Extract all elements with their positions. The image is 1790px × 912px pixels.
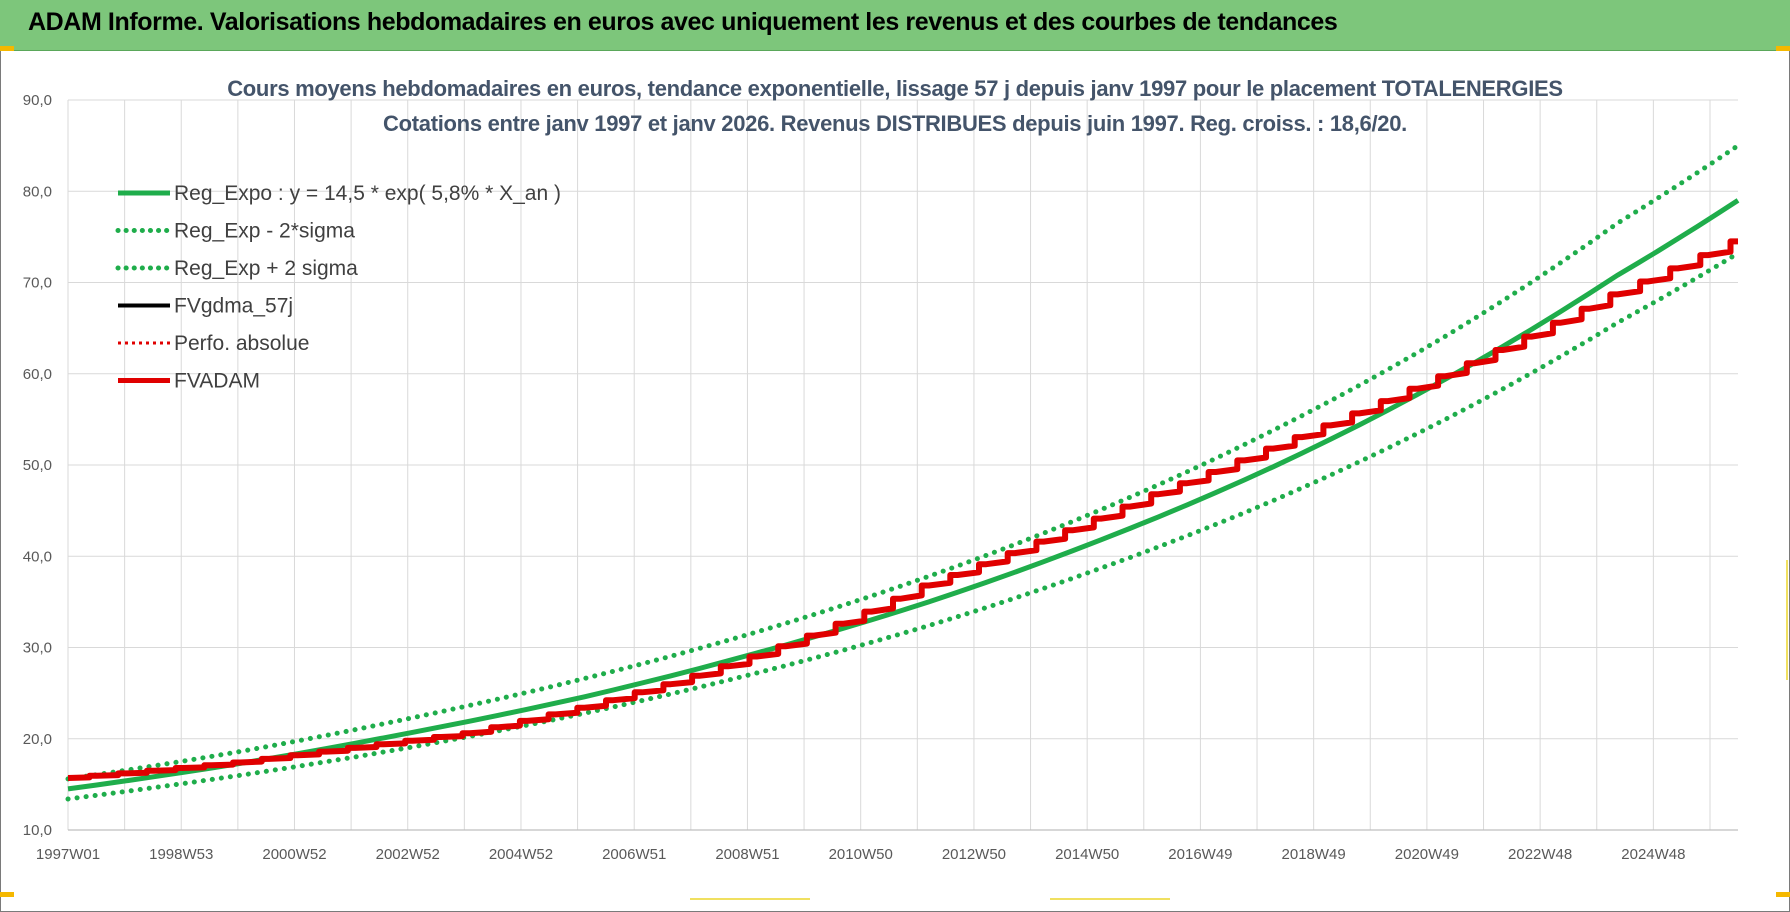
x-tick-label: 2014W50 [1055,846,1119,863]
x-tick-label: 2016W49 [1168,846,1232,863]
x-tick-label: 1997W01 [36,846,100,863]
corner-marker-bottom-right [1776,892,1790,897]
report-title: ADAM Informe. Valorisations hebdomadaire… [28,8,1338,36]
y-tick-label: 40,0 [23,548,52,565]
y-tick-label: 30,0 [23,640,52,657]
report-header: ADAM Informe. Valorisations hebdomadaire… [0,0,1790,51]
x-tick-label: 1998W53 [149,846,213,863]
bottom-edge-marker-2 [1050,898,1170,900]
y-tick-label: 10,0 [23,822,52,839]
series-fvgdma-57j [67,240,1738,779]
y-tick-label: 60,0 [23,366,52,383]
x-tick-label: 2008W51 [715,846,779,863]
x-tick-label: 2020W49 [1395,846,1459,863]
legend-label-fvadam: FVADAM [174,370,260,393]
legend-label-reg_expo: Reg_Expo : y = 14,5 * exp( 5,8% * X_an ) [174,182,561,205]
legend-label-fvgdma: FVgdma_57j [174,295,293,318]
right-edge-marker [1786,560,1788,680]
y-tick-label: 80,0 [23,183,52,200]
x-tick-label: 2024W48 [1621,846,1685,863]
x-tick-label: 2018W49 [1282,846,1346,863]
series-reg-exp-minus-2-sigma [65,250,1741,802]
y-tick-label: 90,0 [23,92,52,109]
x-tick-label: 2012W50 [942,846,1006,863]
corner-marker-bottom-left [0,892,14,897]
x-tick-label: 2002W52 [376,846,440,863]
legend-label-reg_minus: Reg_Exp - 2*sigma [174,220,355,243]
y-tick-label: 20,0 [23,731,52,748]
series-fvadam [67,238,1738,781]
series-reg-exp-plus-2-sigma [65,143,1741,782]
legend-label-perfo: Perfo. absolue [174,332,309,355]
x-tick-label: 2022W48 [1508,846,1572,863]
axes: 10,0 20,0 30,0 40,0 50,0 60,0 70,0 80,0 90,0 1997… [23,92,1738,863]
series-reg-expo [67,198,1740,792]
chart-subtitle: Cotations entre janv 1997 et janv 2026. … [383,111,1407,136]
x-tick-label: 2010W50 [829,846,893,863]
grid-lines [67,99,1738,831]
series-lines [65,143,1741,802]
legend-label-reg_plus: Reg_Exp + 2 sigma [174,257,358,280]
x-tick-label: 2006W51 [602,846,666,863]
x-tick-label: 2004W52 [489,846,553,863]
corner-marker-top-left [0,46,14,51]
bottom-edge-marker-1 [690,898,810,900]
chart-title: Cours moyens hebdomadaires en euros, ten… [227,76,1563,101]
y-tick-label: 50,0 [23,457,52,474]
y-tick-label: 70,0 [23,275,52,292]
legend: Reg_Expo : y = 14,5 * exp( 5,8% * X_an )… [115,182,561,393]
corner-marker-top-right [1776,46,1790,51]
x-tick-label: 2000W52 [262,846,326,863]
